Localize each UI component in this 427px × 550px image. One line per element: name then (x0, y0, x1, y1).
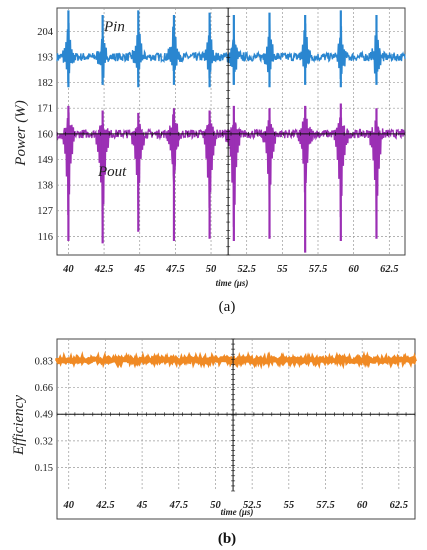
y-tick-label: 171 (37, 104, 53, 115)
y-tick-label: 0.15 (35, 463, 53, 474)
chart-a: 204 193 182 171 160 149 138 127 116 40 42.5 45 47.5… (13, 7, 406, 315)
chart-a-panel-label: (a) (219, 299, 236, 315)
x-tick-label: 60 (348, 264, 359, 275)
x-tick-label: 45 (133, 264, 145, 275)
x-tick-label: 42.5 (94, 264, 113, 275)
x-tick-label: 47.5 (169, 500, 188, 511)
y-tick-label: 0.66 (35, 383, 53, 394)
x-tick-label: 50 (206, 264, 217, 275)
chart-b-x-ticks: 40 42.5 45 47.5 50 52.5 55 57.5 60 62.5 (62, 500, 408, 511)
y-tick-label: 204 (37, 27, 54, 38)
x-tick-label: 50 (210, 500, 221, 511)
x-tick-label: 55 (284, 500, 295, 511)
y-tick-label: 182 (37, 78, 53, 89)
x-tick-label: 52.5 (238, 264, 256, 275)
series-line (56, 17, 406, 85)
chart-a-series (56, 10, 406, 253)
y-tick-label: 0.49 (35, 410, 53, 421)
x-tick-label: 45 (136, 500, 148, 511)
y-tick-label: 138 (37, 181, 53, 192)
chart-a-x-ticks: 40 42.5 45 47.5 50 52.5 55 57.5 60 62.5 (62, 264, 398, 275)
chart-a-ylabel: Power (W) (13, 100, 29, 166)
chart-b-xlabel: time (μs) (221, 507, 254, 517)
chart-b-panel-label: (b) (218, 531, 236, 547)
chart-b: 0.83 0.66 0.49 0.32 0.15 40 42.5 45 47.5 50 52.5 5… (11, 338, 417, 547)
y-tick-label: 127 (37, 206, 53, 217)
chart-a-y-ticks: 204 193 182 171 160 149 138 127 116 (37, 27, 54, 243)
x-tick-label: 40 (62, 500, 74, 511)
chart-b-cursor (56, 338, 416, 492)
x-tick-label: 60 (357, 500, 368, 511)
chart-b-ylabel: Efficiency (11, 395, 27, 456)
x-tick-label: 47.5 (165, 264, 184, 275)
x-tick-label: 57.5 (309, 264, 327, 275)
pin-annotation: Pin (103, 19, 125, 35)
x-tick-label: 42.5 (95, 500, 114, 511)
pout-annotation: Pout (97, 164, 127, 180)
y-tick-label: 160 (37, 129, 53, 140)
chart-a-cursor (56, 7, 406, 256)
x-tick-label: 62.5 (390, 500, 408, 511)
series-line (56, 106, 406, 227)
y-tick-label: 193 (37, 52, 53, 63)
y-tick-label: 0.83 (35, 356, 53, 367)
y-tick-label: 116 (38, 232, 53, 243)
chart-b-y-ticks: 0.83 0.66 0.49 0.32 0.15 (35, 356, 53, 474)
chart-a-xlabel: time (μs) (216, 278, 249, 288)
chart-b-plot-area (56, 338, 416, 520)
x-tick-label: 52.5 (243, 500, 261, 511)
x-tick-label: 40 (62, 264, 74, 275)
series-line (55, 350, 417, 370)
x-tick-label: 55 (277, 264, 288, 275)
x-tick-label: 57.5 (316, 500, 334, 511)
y-tick-label: 149 (37, 155, 53, 166)
x-tick-label: 62.5 (380, 264, 398, 275)
chart-b-series (55, 350, 417, 370)
y-tick-label: 0.32 (35, 436, 53, 447)
